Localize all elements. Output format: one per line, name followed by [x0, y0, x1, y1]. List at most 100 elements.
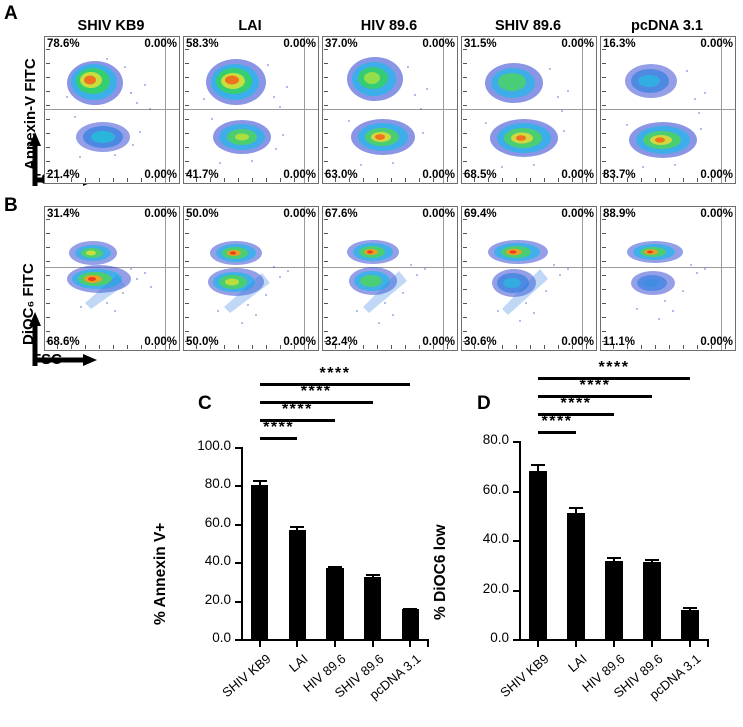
- density-cloud: [66, 58, 151, 158]
- error-cap-0: [252, 479, 267, 482]
- quadrant-pct-bottom-left: 63.0%: [325, 168, 358, 181]
- significance-stars-3: ****: [319, 365, 351, 382]
- flow-plot-annexin-shiv-kb9[interactable]: 78.6% 0.00% 21.4% 0.00%: [44, 36, 180, 184]
- quadrant-pct-bottom-left: 41.7%: [186, 168, 219, 181]
- plot-x-ticks: [601, 177, 735, 182]
- panel-d-yaxis-title: % DiOC6 low: [432, 524, 449, 620]
- significance-line-2: [259, 401, 373, 404]
- quadrant-pct-top-left: 31.5%: [464, 38, 497, 50]
- panel-b-axis-arrows: [29, 312, 97, 366]
- x-tick-mark-4: [689, 641, 691, 647]
- quadrant-pct-top-right: 0.00%: [422, 208, 455, 220]
- error-cap-1: [290, 525, 305, 528]
- plot-y-ticks: [602, 37, 607, 183]
- error-cap-4: [403, 607, 418, 610]
- y-tick-label: 0.0: [490, 630, 509, 645]
- quadrant-pct-bottom-right: 0.00%: [144, 168, 177, 181]
- significance-line-1: [538, 413, 614, 416]
- x-tick-mark-3: [651, 641, 653, 647]
- plot-y-ticks: [463, 37, 468, 183]
- quadrant-pct-top-right: 0.00%: [144, 38, 177, 50]
- panel-a-title-4: pcDNA 3.1: [631, 18, 703, 34]
- quadrant-pct-bottom-right: 0.00%: [561, 168, 594, 181]
- plot-y-ticks: [46, 207, 51, 350]
- quadrant-pct-top-left: 37.0%: [325, 38, 358, 50]
- significance-line-1: [259, 419, 335, 422]
- bar-1[interactable]: [567, 513, 585, 639]
- bar-3[interactable]: [363, 576, 382, 639]
- y-tick-label: 0.0: [212, 630, 231, 645]
- error-bar-2: [613, 556, 615, 563]
- error-bar-0: [258, 479, 261, 487]
- flow-plot-dioc6-hiv-89-6[interactable]: 67.6% 0.00% 32.4% 0.00%: [322, 206, 458, 351]
- error-bar-4: [689, 606, 691, 612]
- flow-plot-annexin-lai[interactable]: 58.3% 0.00% 41.7% 0.00%: [183, 36, 319, 184]
- flow-plot-dioc6-shiv-89-6[interactable]: 69.4% 0.00% 30.6% 0.00%: [461, 206, 597, 351]
- error-bar-1: [296, 525, 299, 532]
- x-tick-mark-2: [334, 641, 336, 647]
- quadrant-pct-bottom-left: 83.7%: [603, 168, 636, 181]
- quadrant-pct-top-left: 88.9%: [603, 208, 636, 220]
- plot-x-ticks: [601, 344, 735, 349]
- bar-4[interactable]: [401, 609, 419, 639]
- y-tick-mark: [235, 639, 241, 641]
- quadrant-pct-top-right: 0.00%: [144, 208, 177, 220]
- significance-stars-2: ****: [579, 377, 611, 394]
- plot-y-ticks: [185, 37, 190, 183]
- quadrant-pct-top-right: 0.00%: [422, 38, 455, 50]
- bar-0[interactable]: [251, 484, 269, 639]
- plot-x-ticks: [45, 177, 179, 182]
- x-tick-mark-1: [296, 641, 299, 647]
- panel-a-title-0: SHIV KB9: [77, 18, 145, 34]
- plot-x-ticks: [184, 177, 318, 182]
- flow-plot-dioc6-lai[interactable]: 50.0% 0.00% 50.0% 0.00%: [183, 206, 319, 351]
- y-tick-mark: [513, 441, 519, 443]
- bar-3[interactable]: [643, 561, 661, 639]
- flow-plot-annexin-shiv-89-6[interactable]: 31.5% 0.00% 68.5% 0.00%: [461, 36, 597, 184]
- panel-a-title-2: HIV 89.6: [360, 18, 418, 34]
- quadrant-pct-top-right: 0.00%: [561, 208, 594, 220]
- bar-4[interactable]: [681, 609, 699, 639]
- bar-2[interactable]: [605, 560, 623, 639]
- plot-y-ticks: [46, 37, 51, 183]
- quadrant-pct-top-left: 78.6%: [47, 38, 80, 50]
- quadrant-pct-bottom-left: 11.1%: [603, 335, 635, 348]
- flow-plot-dioc6-pcdna-3-1[interactable]: 88.9% 0.00% 11.1% 0.00%: [600, 206, 736, 351]
- error-bar-3: [371, 574, 374, 579]
- panel-letter-d: D: [477, 393, 491, 414]
- bar-0[interactable]: [529, 471, 547, 639]
- y-tick-mark: [513, 589, 519, 592]
- error-bar-0: [537, 464, 539, 474]
- quadrant-pct-bottom-right: 0.00%: [422, 335, 455, 348]
- flow-plot-annexin-hiv-89-6[interactable]: 37.0% 0.00% 63.0% 0.00%: [322, 36, 458, 184]
- quadrant-pct-top-left: 50.0%: [186, 208, 219, 220]
- significance-stars-1: ****: [560, 395, 592, 412]
- quadrant-pct-top-right: 0.00%: [283, 208, 316, 220]
- density-cloud: [488, 240, 569, 322]
- flow-plot-annexin-pcdna-3-1[interactable]: 16.3% 0.00% 83.7% 0.00%: [600, 36, 736, 184]
- panel-letter-c: C: [198, 393, 212, 414]
- significance-stars-0: ****: [263, 419, 295, 436]
- error-cap-3: [365, 574, 380, 577]
- bar-1[interactable]: [288, 529, 307, 639]
- significance-stars-0: ****: [541, 413, 573, 430]
- quadrant-pct-bottom-left: 68.5%: [464, 168, 497, 181]
- density-cloud: [485, 63, 569, 168]
- x-axis-line: [519, 639, 709, 641]
- plot-y-ticks: [463, 207, 468, 350]
- x-tick-mark-3: [371, 641, 374, 647]
- flow-plot-dioc6-shiv-kb9[interactable]: 31.4% 0.00% 68.6% 0.00%: [44, 206, 180, 351]
- bar-2[interactable]: [326, 567, 344, 639]
- y-tick-label: 80.0: [204, 476, 231, 492]
- density-cloud: [627, 241, 706, 320]
- density-cloud: [208, 241, 289, 324]
- panel-a-title-1: LAI: [238, 18, 262, 34]
- error-bar-3: [651, 558, 653, 564]
- y-tick-label: 20.0: [482, 580, 509, 596]
- quadrant-pct-bottom-right: 0.00%: [283, 335, 316, 348]
- panel-a-plot-row: SHIV KB9: [0, 18, 743, 186]
- y-axis-line: [241, 447, 243, 641]
- significance-line-2: [538, 395, 652, 398]
- quadrant-pct-bottom-right: 0.00%: [422, 168, 455, 181]
- y-tick-label: 80.0: [482, 432, 509, 447]
